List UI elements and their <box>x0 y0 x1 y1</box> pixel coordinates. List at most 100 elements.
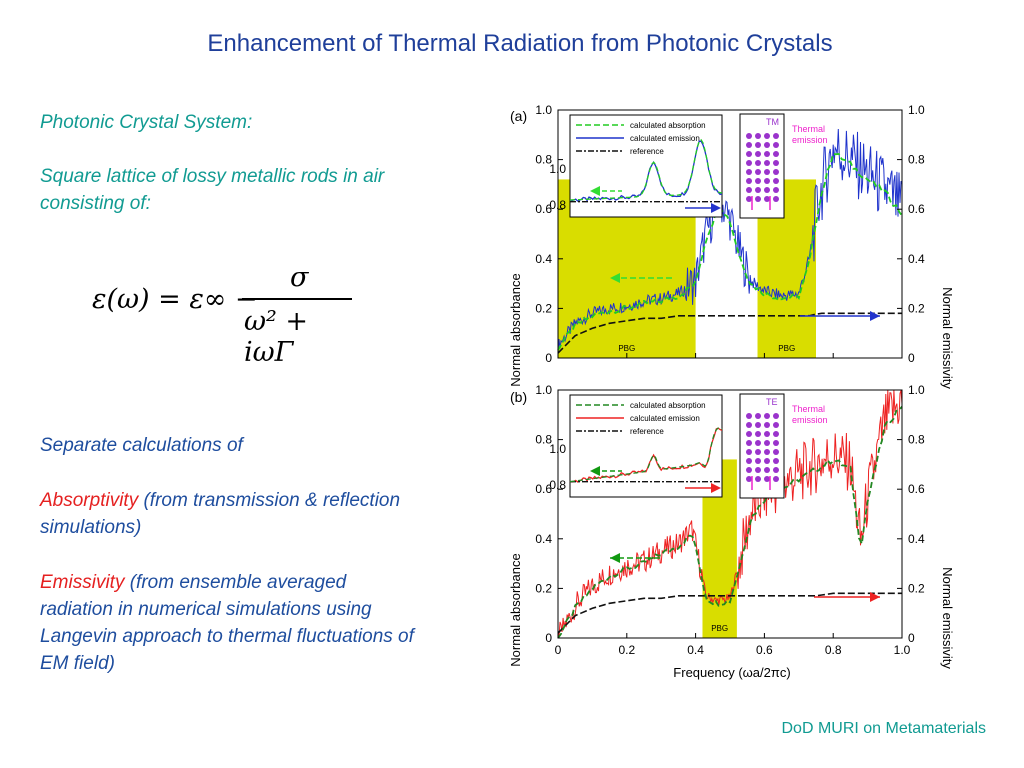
series-emission-line <box>557 389 903 639</box>
emissivity-paragraph: Emissivity (from ensemble averaged radia… <box>40 569 420 677</box>
footer-credit: DoD MURI on Metamaterials <box>781 720 987 737</box>
y2-tick-label: 0.4 <box>908 252 925 266</box>
calc-heading: Separate calculations of <box>40 435 243 456</box>
lattice-rod <box>755 160 761 166</box>
lattice-rod <box>746 458 752 464</box>
x-tick-label: 0.6 <box>756 643 773 657</box>
pbg-label: PBG <box>711 624 728 633</box>
thermal-label: Thermal <box>792 404 825 414</box>
series-absorption-line <box>557 153 903 351</box>
inset-ytick-label: 0.8 <box>549 478 566 492</box>
arrow-head <box>610 553 620 563</box>
lattice-frame <box>739 113 785 219</box>
lattice-rod <box>755 133 761 139</box>
lattice-rod <box>764 449 770 455</box>
lattice-rod <box>764 467 770 473</box>
absorptivity-paragraph: Absorptivity (from transmission & reflec… <box>40 487 420 541</box>
lattice-rod <box>755 458 761 464</box>
x-tick-label: 0.2 <box>618 643 635 657</box>
series-reference-line <box>557 312 902 354</box>
lattice-rod <box>773 449 779 455</box>
y2-tick-label: 0.6 <box>908 482 925 496</box>
absorptivity-desc: (from transmission & reflection simulati… <box>40 490 401 538</box>
y2-tick-label: 0.4 <box>908 532 925 546</box>
lattice-rod <box>773 431 779 437</box>
slide-title: Enhancement of Thermal Radiation from Ph… <box>207 30 833 57</box>
inset-frame <box>569 114 723 218</box>
inset-ytick-label: 1.0 <box>549 442 566 456</box>
lattice-rod <box>755 169 761 175</box>
lattice-rod <box>773 169 779 175</box>
lattice-rod <box>755 196 761 202</box>
lattice-rod <box>773 142 779 148</box>
arrow-head <box>870 592 880 602</box>
legend-label: reference <box>630 147 664 156</box>
lattice-rod <box>746 476 752 482</box>
y2-tick-label: 0.6 <box>908 202 925 216</box>
y2-tick-label: 1.0 <box>908 103 925 117</box>
lattice-rod <box>755 178 761 184</box>
legend-label: calculated emission <box>630 134 700 143</box>
legend-label: calculated absorption <box>630 121 706 130</box>
series-reference-line <box>557 592 902 634</box>
lattice-rod <box>764 169 770 175</box>
lattice-rod <box>764 178 770 184</box>
inset-arrow-head <box>711 483 721 493</box>
y-tick-label: 0.8 <box>535 433 552 447</box>
lattice-rod <box>764 440 770 446</box>
lattice-rod <box>746 467 752 473</box>
emissivity-term: Emissivity <box>40 572 125 593</box>
y-tick-label: 0.4 <box>535 252 552 266</box>
lattice-rod <box>746 413 752 419</box>
inset-arrow-head <box>711 203 721 213</box>
lattice-rod <box>746 440 752 446</box>
lattice-rod <box>773 422 779 428</box>
lattice-rod <box>764 142 770 148</box>
axes-frame <box>557 389 903 639</box>
lattice-rod <box>773 458 779 464</box>
lattice-rod <box>755 467 761 473</box>
arrow-head <box>610 273 620 283</box>
lattice-rod <box>746 431 752 437</box>
y-tick-label: 0 <box>545 631 552 645</box>
lattice-rod <box>746 151 752 157</box>
lattice-rod <box>773 160 779 166</box>
lattice-rod <box>773 196 779 202</box>
equation-numerator: σ <box>290 262 309 293</box>
lattice-rod <box>764 431 770 437</box>
series-absorption-line <box>557 405 903 639</box>
x-tick-label: 0 <box>555 643 562 657</box>
lattice-rod <box>746 187 752 193</box>
y-tick-label: 0 <box>545 351 552 365</box>
lattice-rod <box>746 422 752 428</box>
y2-tick-label: 0 <box>908 631 915 645</box>
lattice-frame <box>739 393 785 499</box>
axes-frame <box>557 109 903 359</box>
legend-label: calculated emission <box>630 414 700 423</box>
y-tick-label: 0.2 <box>535 301 552 315</box>
lattice-rod <box>746 142 752 148</box>
y-tick-label: 0.2 <box>535 581 552 595</box>
equation-denominator: ω² + iωΓ <box>244 306 309 368</box>
emissivity-desc: (from ensemble averaged radiation in num… <box>40 572 414 674</box>
legend-label: reference <box>630 427 664 436</box>
lattice-rod <box>764 133 770 139</box>
lattice-rod <box>773 151 779 157</box>
y2-tick-label: 0.2 <box>908 581 925 595</box>
arrow-head <box>870 311 880 321</box>
y2-tick-label: 0.2 <box>908 301 925 315</box>
absorptivity-term: Absorptivity <box>40 490 139 511</box>
polarization-label: TM <box>766 117 779 127</box>
lattice-rod <box>764 187 770 193</box>
y2-tick-label: 0.8 <box>908 153 925 167</box>
lattice-rod <box>764 413 770 419</box>
series-emission-line <box>557 128 903 352</box>
inset-frame <box>569 394 723 498</box>
lattice-rod <box>746 169 752 175</box>
system-description: Square lattice of lossy metallic rods in… <box>40 166 385 214</box>
lattice-rod <box>755 151 761 157</box>
lattice-rod <box>755 187 761 193</box>
lattice-rod <box>773 133 779 139</box>
